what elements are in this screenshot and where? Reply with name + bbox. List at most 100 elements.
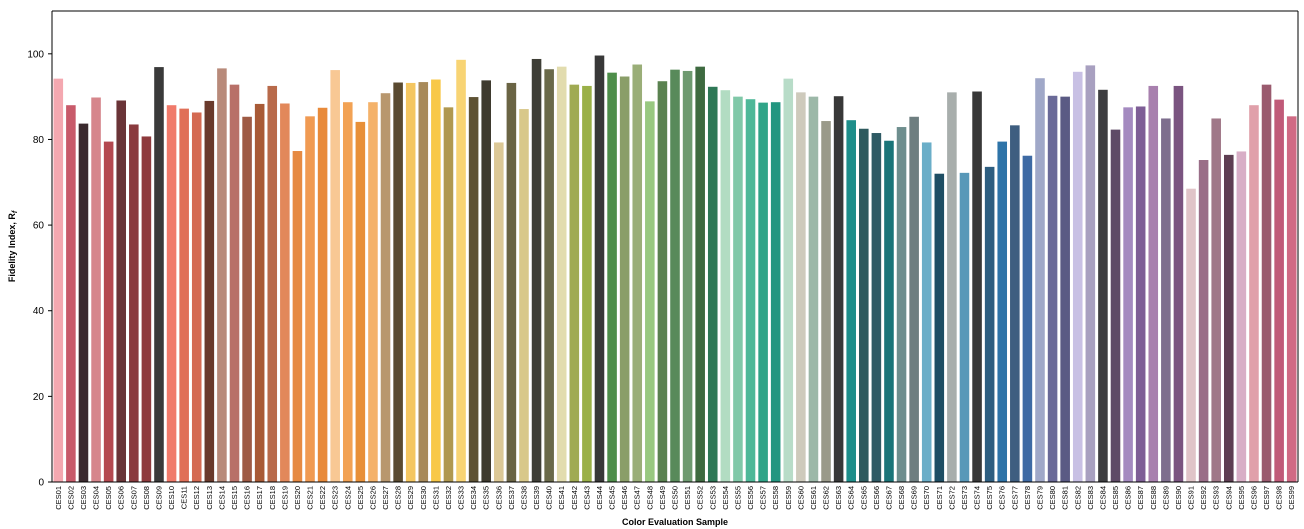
- bar-ces95: [1236, 151, 1247, 482]
- bar-ces16: [242, 116, 252, 482]
- y-axis-title: Fidelity Index, Rf: [7, 210, 19, 282]
- x-tick-label: CES69: [910, 486, 919, 510]
- x-tick-label: CES01: [54, 486, 63, 510]
- x-tick-label: CES97: [1262, 486, 1271, 510]
- bar-ces65: [859, 128, 869, 482]
- x-tick-label: CES11: [180, 486, 189, 509]
- x-tick-label: CES53: [708, 486, 717, 510]
- x-tick-label: CES65: [859, 486, 868, 510]
- bar-ces96: [1249, 105, 1259, 482]
- bar-ces58: [770, 102, 781, 482]
- bar-ces62: [821, 121, 831, 482]
- x-tick-label: CES71: [935, 486, 944, 510]
- bar-ces72: [947, 92, 957, 482]
- bar-ces39: [531, 58, 542, 483]
- bar-ces99: [1286, 116, 1297, 482]
- y-tick-label: 60: [33, 221, 45, 232]
- bar-ces01: [53, 78, 64, 483]
- bar-ces38: [519, 109, 529, 483]
- x-tick-label: CES90: [1174, 486, 1183, 510]
- x-tick-label: CES28: [394, 486, 403, 510]
- bar-ces61: [808, 96, 819, 482]
- bar-ces46: [619, 76, 630, 482]
- x-tick-label: CES83: [1086, 486, 1095, 510]
- x-tick-label: CES15: [230, 486, 239, 510]
- bar-ces11: [179, 108, 189, 482]
- bar-ces02: [66, 105, 76, 482]
- bar-ces20: [292, 151, 303, 482]
- x-tick-label: CES59: [784, 486, 793, 510]
- bar-ces18: [267, 85, 278, 483]
- bar-ces19: [280, 103, 290, 483]
- bar-ces83: [1085, 65, 1096, 482]
- bar-ces12: [191, 112, 202, 482]
- bar-ces41: [556, 66, 567, 482]
- x-tick-label: CES91: [1187, 486, 1196, 510]
- bar-ces67: [884, 140, 894, 483]
- x-tick-label: CES94: [1224, 486, 1233, 510]
- bar-ces36: [494, 142, 504, 482]
- bar-ces57: [758, 102, 768, 482]
- x-tick-label: CES49: [658, 486, 667, 510]
- bar-ces75: [984, 166, 995, 483]
- bar-ces26: [368, 102, 378, 482]
- x-tick-label: CES67: [884, 486, 893, 510]
- bar-ces35: [481, 80, 491, 483]
- x-tick-label: CES43: [582, 486, 591, 510]
- bar-ces87: [1135, 106, 1146, 482]
- bar-ces32: [443, 107, 454, 482]
- x-tick-label: CES78: [1023, 486, 1032, 510]
- x-tick-label: CES35: [482, 486, 491, 510]
- x-tick-label: CES41: [557, 486, 566, 510]
- bar-ces05: [103, 141, 114, 482]
- x-tick-label: CES56: [746, 486, 755, 510]
- bar-ces92: [1198, 160, 1209, 482]
- bar-ces25: [355, 121, 366, 483]
- bar-ces59: [783, 78, 794, 483]
- x-tick-label: CES37: [507, 486, 516, 510]
- x-tick-label: CES45: [608, 486, 617, 510]
- x-tick-label: CES60: [796, 486, 805, 510]
- bar-ces74: [972, 91, 982, 482]
- bar-ces48: [645, 101, 655, 482]
- x-tick-label: CES03: [79, 486, 88, 510]
- x-tick-label: CES72: [947, 486, 956, 510]
- bar-ces37: [506, 82, 517, 483]
- bar-ces49: [657, 81, 668, 482]
- bar-ces23: [330, 70, 340, 482]
- x-tick-label: CES52: [696, 486, 705, 510]
- x-tick-label: CES88: [1149, 486, 1158, 510]
- x-tick-label: CES99: [1287, 486, 1296, 510]
- bar-ces76: [997, 141, 1008, 482]
- bar-ces85: [1110, 129, 1121, 483]
- x-tick-label: CES09: [154, 486, 163, 510]
- bar-ces27: [380, 93, 391, 483]
- y-axis-title-main: Fidelity Index, R: [7, 213, 17, 283]
- x-tick-label: CES05: [104, 486, 113, 510]
- bar-ces13: [204, 100, 215, 483]
- bars-group: [53, 55, 1297, 483]
- bar-ces56: [745, 99, 756, 483]
- x-tick-label: CES57: [759, 486, 768, 510]
- x-tick-label: CES33: [457, 486, 466, 510]
- x-tick-label: CES66: [872, 486, 881, 510]
- bar-ces50: [670, 69, 680, 482]
- x-tick-label: CES40: [545, 486, 554, 510]
- x-tick-label: CES64: [847, 486, 856, 510]
- bar-ces97: [1261, 84, 1272, 483]
- bar-ces70: [921, 142, 932, 482]
- bar-ces51: [682, 70, 693, 482]
- bar-ces08: [141, 136, 152, 482]
- x-tick-label: CES30: [419, 486, 428, 510]
- bar-ces78: [1022, 155, 1033, 483]
- bar-ces55: [733, 96, 743, 482]
- x-tick-label: CES24: [343, 486, 352, 510]
- bar-ces31: [431, 79, 441, 482]
- x-tick-label: CES23: [331, 486, 340, 510]
- x-tick-label: CES46: [620, 486, 629, 510]
- bar-ces07: [129, 124, 139, 482]
- bar-ces94: [1224, 154, 1234, 482]
- x-tick-label: CES31: [431, 486, 440, 510]
- x-tick-label: CES68: [897, 486, 906, 510]
